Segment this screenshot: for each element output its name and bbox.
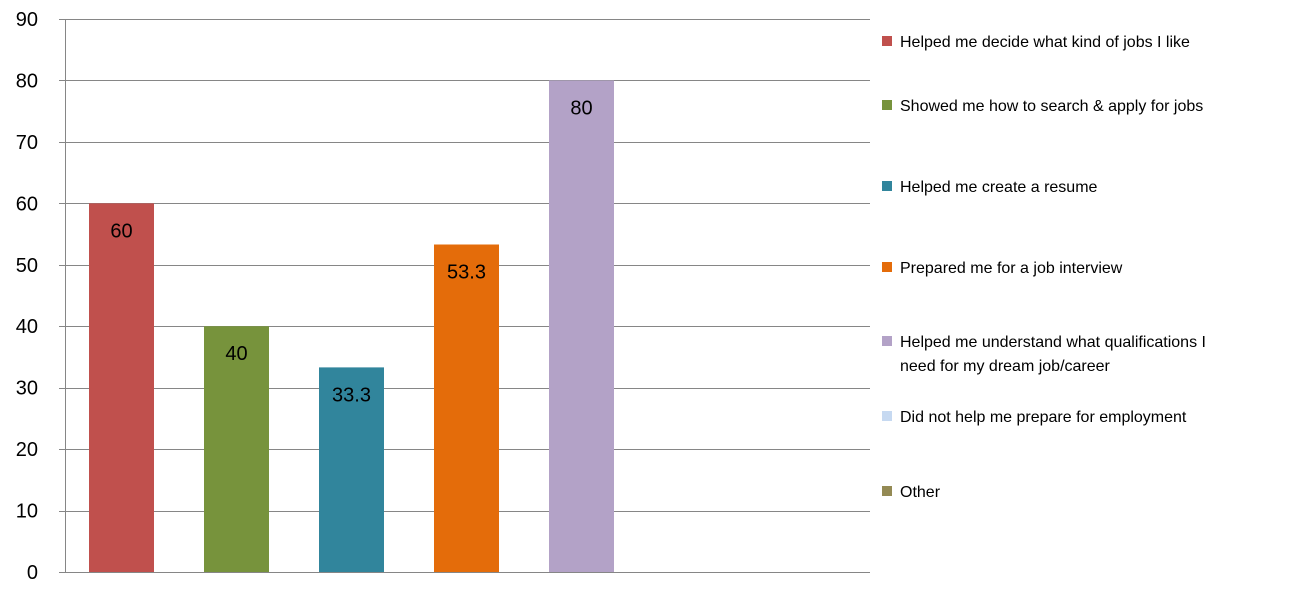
legend-label: Other (900, 484, 941, 501)
legend-label: Did not help me prepare for employment (900, 409, 1187, 426)
bar (549, 80, 614, 572)
data-label: 80 (570, 97, 592, 119)
legend-label: Helped me create a resume (900, 179, 1098, 196)
legend-swatch (882, 262, 892, 272)
y-tick-label: 40 (16, 316, 38, 338)
data-label: 40 (225, 343, 247, 365)
y-tick-label: 0 (27, 562, 38, 584)
legend-swatch (882, 36, 892, 46)
y-tick-label: 30 (16, 378, 38, 400)
y-axis-ticks: 0 10 20 30 40 50 60 70 80 90 (16, 9, 38, 584)
data-label: 53.3 (447, 262, 486, 284)
bar (204, 326, 269, 572)
y-tick-label: 70 (16, 132, 38, 154)
legend-label: Helped me understand what qualifications… (900, 334, 1206, 375)
y-tick-label: 80 (16, 70, 38, 92)
data-label: 33.3 (332, 384, 371, 406)
y-tick-label: 90 (16, 9, 38, 31)
bars (89, 80, 614, 573)
legend-swatch (882, 411, 892, 421)
legend-swatch (882, 100, 892, 110)
bar (89, 203, 154, 573)
legend-label: Prepared me for a job interview (900, 260, 1123, 277)
y-tick-label: 60 (16, 193, 38, 215)
legend-label: Helped me decide what kind of jobs I lik… (900, 34, 1190, 51)
legend-label: Showed me how to search & apply for jobs (900, 98, 1203, 115)
legend-swatch (882, 486, 892, 496)
data-label: 60 (110, 220, 132, 242)
data-labels: 60 40 33.3 53.3 80 (110, 97, 592, 406)
legend-swatch (882, 336, 892, 346)
legend-swatch (882, 181, 892, 191)
y-tick-label: 50 (16, 255, 38, 277)
legend: Helped me decide what kind of jobs I lik… (882, 34, 1206, 501)
y-tick-label: 20 (16, 439, 38, 461)
bar (434, 244, 499, 573)
y-tick-label: 10 (16, 501, 38, 523)
bar (319, 367, 384, 572)
